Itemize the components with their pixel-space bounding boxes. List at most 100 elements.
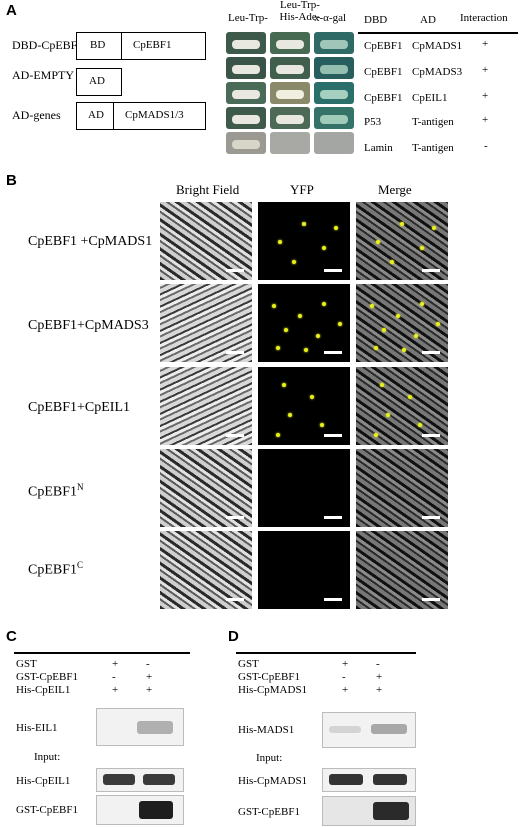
plate-r5-c1 bbox=[226, 132, 266, 154]
media-col2: Leu-Trp- His-Ade- bbox=[272, 0, 328, 23]
bf-image-c bbox=[160, 531, 252, 609]
d-input-label: Input: bbox=[256, 752, 283, 764]
d-blot-label-input1: His-CpMADS1 bbox=[238, 775, 308, 787]
panel-label-d: D bbox=[228, 628, 239, 645]
merge-image-mads1 bbox=[356, 202, 448, 280]
construct-dbd-part1: BD bbox=[90, 39, 106, 51]
row-label-mads3: CpEBF1+CpMADS3 bbox=[28, 318, 149, 333]
panel-label-a: A bbox=[6, 2, 17, 19]
plate-r5-c2 bbox=[270, 132, 310, 154]
d-cond-hismads1-lane1: + bbox=[342, 684, 349, 696]
c-cond-gstebf1-lane1: - bbox=[112, 671, 116, 683]
table-row4-interaction: + bbox=[482, 114, 489, 126]
table-row2-interaction: + bbox=[482, 64, 489, 76]
plate-r4-c2 bbox=[270, 107, 310, 129]
table-header-ad: AD bbox=[420, 14, 436, 26]
yfp-image-n bbox=[258, 449, 350, 527]
construct-genes-box: AD CpMADS1/3 bbox=[76, 102, 206, 130]
media-col2-line1: Leu-Trp- bbox=[280, 0, 320, 11]
construct-genes-part2: CpMADS1/3 bbox=[125, 109, 184, 121]
construct-label-dbd: DBD-CpEBF1 bbox=[12, 38, 84, 52]
yfp-image-mads1 bbox=[258, 202, 350, 280]
table-header-interaction: Interaction bbox=[460, 12, 508, 24]
media-col3: x-α-gal bbox=[314, 12, 347, 24]
merge-image-c bbox=[356, 531, 448, 609]
plate-r3-c1 bbox=[226, 82, 266, 104]
d-cond-gstebf1-lane1: - bbox=[342, 671, 346, 683]
plate-r5-c3 bbox=[314, 132, 354, 154]
table-row5-ad: T-antigen bbox=[412, 142, 454, 154]
d-blot-label-input2: GST-CpEBF1 bbox=[238, 806, 300, 818]
col-header-brightfield: Bright Field bbox=[176, 182, 240, 197]
construct-empty-box: AD bbox=[76, 68, 122, 96]
plate-r1-c1 bbox=[226, 32, 266, 54]
d-cond-hismads1-lane2: + bbox=[376, 684, 383, 696]
table-row5-dbd: Lamin bbox=[364, 142, 393, 154]
table-row2-dbd: CpEBF1 bbox=[364, 66, 403, 78]
c-blot-label-input1: His-CpEIL1 bbox=[16, 775, 71, 787]
d-blot-input2 bbox=[322, 796, 416, 826]
c-input-label: Input: bbox=[34, 751, 61, 763]
c-cond-hiseil1-lane1: + bbox=[112, 684, 119, 696]
c-blot-input2 bbox=[96, 795, 184, 825]
d-blot-pulldown bbox=[322, 712, 416, 748]
yfp-image-mads3 bbox=[258, 284, 350, 362]
plate-r2-c2 bbox=[270, 57, 310, 79]
construct-dbd-part2: CpEBF1 bbox=[133, 39, 172, 51]
c-blot-label-pulldown: His-EIL1 bbox=[16, 722, 58, 734]
table-row1-ad: CpMADS1 bbox=[412, 40, 463, 52]
construct-label-genes: AD-genes bbox=[12, 108, 61, 122]
plate-r1-c2 bbox=[270, 32, 310, 54]
c-cond-gst-lane1: + bbox=[112, 658, 119, 670]
bf-image-eil1 bbox=[160, 367, 252, 445]
table-row5-interaction: - bbox=[484, 140, 488, 152]
d-cond-gst: GST bbox=[238, 658, 259, 670]
plate-r2-c1 bbox=[226, 57, 266, 79]
table-header-dbd: DBD bbox=[364, 14, 388, 26]
c-cond-hiseil1: His-CpEIL1 bbox=[16, 684, 71, 696]
bf-image-n bbox=[160, 449, 252, 527]
c-cond-hiseil1-lane2: + bbox=[146, 684, 153, 696]
merge-image-n bbox=[356, 449, 448, 527]
c-cond-gstebf1: GST-CpEBF1 bbox=[16, 671, 78, 683]
table-row3-interaction: + bbox=[482, 90, 489, 102]
construct-dbd-box: BD CpEBF1 bbox=[76, 32, 206, 60]
panel-label-b: B bbox=[6, 172, 17, 189]
c-blot-input1 bbox=[96, 768, 184, 792]
d-cond-gst-lane1: + bbox=[342, 658, 349, 670]
construct-genes-part1: AD bbox=[88, 109, 104, 121]
d-cond-hismads1: His-CpMADS1 bbox=[238, 684, 308, 696]
table-row4-ad: T-antigen bbox=[412, 116, 454, 128]
panel-label-c: C bbox=[6, 628, 17, 645]
col-header-yfp: YFP bbox=[290, 182, 314, 197]
plate-r4-c3 bbox=[314, 107, 354, 129]
row-label-mads1: CpEBF1 +CpMADS1 bbox=[28, 234, 153, 249]
table-row1-interaction: + bbox=[482, 38, 489, 50]
construct-empty-part1: AD bbox=[89, 75, 105, 87]
table-row3-dbd: CpEBF1 bbox=[364, 92, 403, 104]
row-label-eil1: CpEBF1+CpEIL1 bbox=[28, 400, 131, 415]
row-label-c-sup: C bbox=[77, 560, 84, 570]
table-row2-ad: CpMADS3 bbox=[412, 66, 463, 78]
media-col2-line2: His-Ade- bbox=[279, 11, 321, 23]
media-col1: Leu-Trp- bbox=[228, 12, 268, 24]
table-row1-dbd: CpEBF1 bbox=[364, 40, 403, 52]
yeast-plates-grid bbox=[226, 32, 354, 154]
merge-image-eil1 bbox=[356, 367, 448, 445]
table-row3-ad: CpEIL1 bbox=[412, 92, 448, 104]
merge-image-mads3 bbox=[356, 284, 448, 362]
yfp-image-eil1 bbox=[258, 367, 350, 445]
plate-r2-c3 bbox=[314, 57, 354, 79]
row-label-n: CpEBF1N bbox=[28, 482, 84, 501]
c-cond-gst-lane2: - bbox=[146, 658, 150, 670]
row-label-c-text: CpEBF1 bbox=[28, 562, 78, 578]
row-label-n-sup: N bbox=[77, 482, 84, 492]
table-row4-dbd: P53 bbox=[364, 116, 382, 128]
bf-image-mads3 bbox=[160, 284, 252, 362]
row-label-n-text: CpEBF1 bbox=[28, 484, 78, 500]
d-cond-gst-lane2: - bbox=[376, 658, 380, 670]
c-cond-gstebf1-lane2: + bbox=[146, 671, 153, 683]
interaction-table: DBD AD Interaction CpEBF1 CpMADS1 + CpEB… bbox=[358, 10, 518, 160]
plate-r4-c1 bbox=[226, 107, 266, 129]
bf-image-mads1 bbox=[160, 202, 252, 280]
